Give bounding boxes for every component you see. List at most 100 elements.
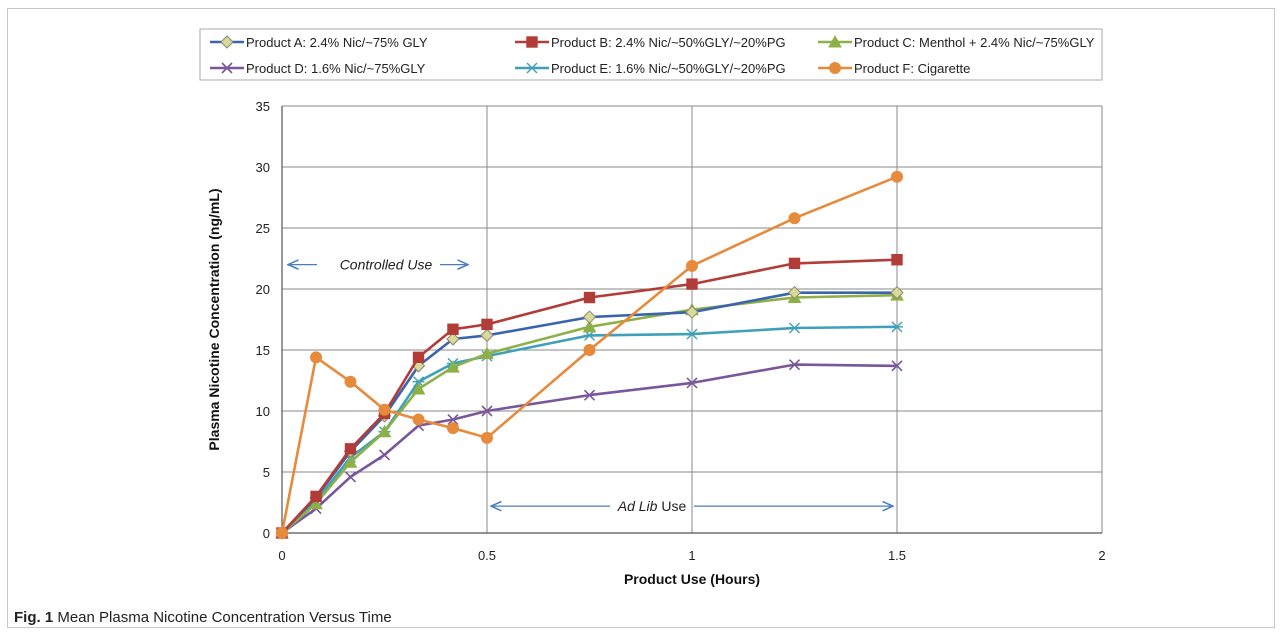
- data-point: [481, 405, 493, 417]
- x-tick-label: 0: [278, 548, 285, 563]
- data-point-stroke: [788, 359, 801, 371]
- annotation-label-rest: Use: [657, 498, 686, 514]
- data-point-stroke: [891, 360, 903, 372]
- data-point: [276, 527, 288, 539]
- legend: Product A: 2.4% Nic/~75% GLY Product B: 2…: [199, 28, 1103, 81]
- data-point: [378, 449, 391, 461]
- data-point: [377, 424, 392, 438]
- data-point: [828, 34, 842, 48]
- legend-item: Product C: Menthol + 2.4% Nic/~75%GLY: [818, 34, 1095, 50]
- legend-item: Product E: 1.6% Nic/~50%GLY/~20%PG: [515, 61, 786, 76]
- data-point: [686, 328, 698, 340]
- series-c: [275, 288, 904, 539]
- data-point-stroke: [686, 377, 698, 389]
- grid: [281, 105, 1103, 534]
- x-axis-title: Product Use (Hours): [624, 571, 760, 587]
- x-tick-label: 0.5: [478, 548, 496, 563]
- data-point-stroke: [481, 405, 493, 417]
- x-tick-label: 1: [688, 548, 695, 563]
- data-point: [344, 443, 357, 455]
- data-point: [583, 291, 596, 304]
- legend-item: Product A: 2.4% Nic/~75% GLY: [210, 35, 428, 50]
- data-point: [481, 431, 493, 444]
- data-point: [447, 413, 459, 426]
- data-point-stroke: [378, 449, 391, 461]
- caption-text: Mean Plasma Nicotine Concentration Versu…: [57, 609, 392, 626]
- data-point: [583, 344, 596, 356]
- y-tick-label: 5: [263, 465, 270, 480]
- legend-label: Product A: 2.4% Nic/~75% GLY: [246, 35, 428, 50]
- data-point: [686, 377, 698, 389]
- data-point: [890, 285, 904, 300]
- data-point: [447, 323, 459, 335]
- data-point: [891, 254, 903, 266]
- data-point: [310, 351, 323, 364]
- x-tick-label: 2: [1098, 548, 1105, 563]
- y-tick-label: 20: [256, 282, 270, 297]
- data-point: [788, 322, 801, 334]
- data-point: [344, 471, 357, 483]
- line-chart: 0 5 10 15 20 25 30 35 0 0.5 1 1.5 2 Product Use (Hour…: [199, 28, 1106, 587]
- data-point: [787, 285, 802, 300]
- figure-frame: 0 5 10 15 20 25 30 35 0 0.5 1 1.5 2 Product Use (Hour…: [7, 8, 1275, 628]
- legend-item: Product B: 2.4% Nic/~50%GLY/~20%PG: [515, 35, 786, 50]
- data-point: [891, 360, 903, 372]
- legend-label: Product B: 2.4% Nic/~50%GLY/~20%PG: [551, 35, 786, 50]
- legend-label: Product E: 1.6% Nic/~50%GLY/~20%PG: [551, 61, 786, 76]
- legend-box: [199, 28, 1103, 81]
- data-point: [412, 376, 425, 388]
- legend-item: Product F: Cigarette: [818, 61, 970, 76]
- legend-item: Product D: 1.6% Nic/~75%GLY: [210, 61, 426, 76]
- y-axis-title: Plasma Nicotine Concentration (ng/mL): [206, 188, 222, 450]
- annotation: Controlled Use: [288, 257, 468, 273]
- data-point: [220, 35, 234, 49]
- x-tick-label: 1.5: [888, 548, 906, 563]
- data-point: [446, 360, 460, 373]
- data-point: [686, 278, 698, 290]
- data-point: [480, 328, 494, 343]
- data-point-stroke: [447, 413, 459, 426]
- data-point: [221, 62, 233, 74]
- annotation-label-italic: Ad Lib: [617, 498, 658, 514]
- figure-caption: Fig. 1 Mean Plasma Nicotine Concentratio…: [14, 609, 392, 626]
- series-line: [281, 363, 898, 535]
- caption-label: Fig. 1: [14, 609, 54, 626]
- data-point: [526, 62, 538, 74]
- y-tick-label: 0: [263, 526, 270, 541]
- data-point: [788, 212, 801, 225]
- data-point: [891, 321, 903, 333]
- series-f: [276, 170, 903, 539]
- data-point: [788, 257, 801, 270]
- data-point: [481, 318, 493, 331]
- legend-label: Product F: Cigarette: [854, 61, 970, 76]
- data-point: [582, 310, 597, 324]
- data-point: [343, 455, 358, 468]
- series-line: [281, 325, 898, 534]
- data-point: [412, 351, 425, 364]
- data-point: [446, 332, 460, 346]
- data-point: [344, 375, 357, 388]
- data-point: [526, 36, 538, 48]
- data-point-stroke: [221, 62, 233, 74]
- data-point-stroke: [344, 471, 357, 483]
- annotation: Ad Lib Use: [491, 498, 893, 514]
- y-tick-label: 35: [256, 99, 270, 114]
- legend-label: Product C: Menthol + 2.4% Nic/~75%GLY: [854, 35, 1095, 50]
- data-point: [583, 389, 596, 401]
- data-point: [310, 490, 322, 503]
- data-point: [446, 422, 459, 435]
- data-point: [686, 259, 698, 272]
- data-point: [378, 403, 391, 416]
- legend-label: Product D: 1.6% Nic/~75%GLY: [246, 61, 426, 76]
- data-point: [412, 413, 425, 426]
- series-d: [276, 359, 903, 539]
- data-point: [829, 62, 841, 74]
- y-tick-label: 25: [256, 221, 270, 236]
- y-tick-label: 15: [256, 343, 270, 358]
- data-point: [411, 381, 426, 395]
- data-point: [788, 359, 801, 371]
- annotation-label-adlib-use: Ad Lib Use: [617, 498, 687, 514]
- data-point-stroke: [583, 389, 596, 401]
- y-tick-label: 10: [256, 404, 270, 419]
- data-point: [891, 170, 903, 183]
